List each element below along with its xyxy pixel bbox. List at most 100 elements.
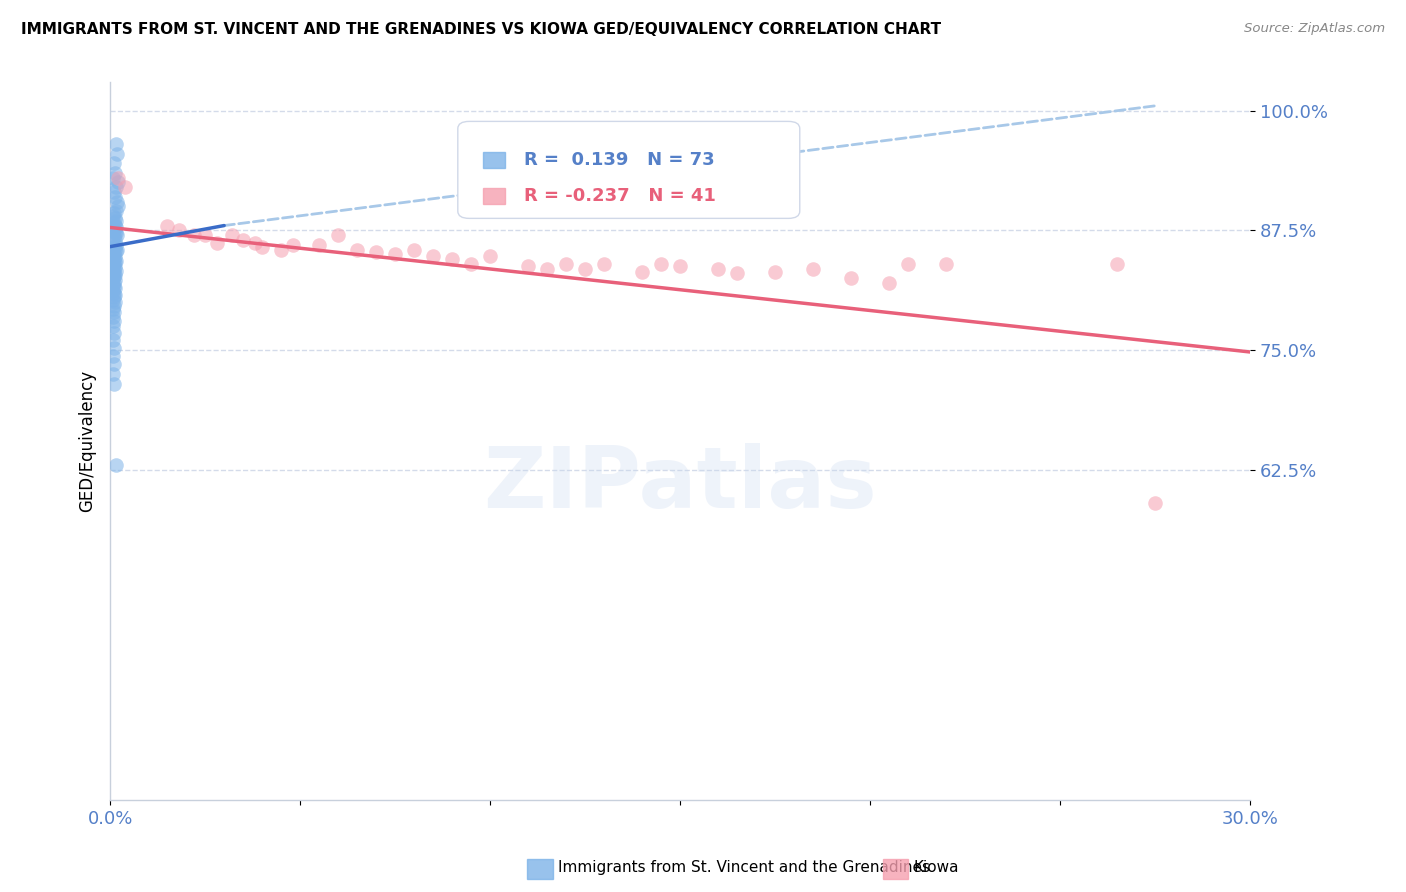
- Point: [103, 314, 125, 328]
- Point: [103, 319, 125, 334]
- Text: Kiowa: Kiowa: [914, 861, 959, 875]
- Point: [103, 290, 125, 304]
- Text: Immigrants from St. Vincent and the Grenadines: Immigrants from St. Vincent and the Gren…: [558, 861, 931, 875]
- Point: [384, 247, 406, 261]
- Point: [104, 219, 127, 233]
- Point: [517, 259, 540, 273]
- Point: [103, 185, 125, 199]
- Point: [250, 239, 273, 253]
- Point: [107, 170, 129, 185]
- Point: [104, 244, 127, 259]
- Point: [669, 259, 692, 273]
- Point: [105, 146, 128, 161]
- Point: [574, 261, 596, 276]
- FancyBboxPatch shape: [458, 121, 800, 219]
- Point: [103, 276, 125, 290]
- Point: [103, 156, 125, 170]
- Point: [205, 235, 228, 250]
- Point: [103, 209, 125, 223]
- Point: [103, 285, 125, 300]
- Point: [232, 233, 254, 247]
- Point: [103, 261, 125, 276]
- Point: [281, 237, 304, 252]
- Point: [114, 180, 136, 194]
- Point: [103, 367, 125, 381]
- Point: [763, 264, 786, 278]
- Bar: [482, 188, 506, 204]
- Point: [103, 206, 125, 220]
- Point: [104, 214, 127, 228]
- Point: [103, 259, 125, 273]
- Point: [593, 257, 616, 271]
- Point: [103, 223, 125, 237]
- Point: [103, 301, 125, 316]
- Point: [104, 255, 127, 269]
- Point: [104, 268, 127, 283]
- Point: [536, 261, 558, 276]
- Point: [105, 228, 128, 243]
- Point: [460, 257, 482, 271]
- Point: [103, 235, 125, 249]
- Point: [105, 194, 128, 209]
- Point: [104, 180, 127, 194]
- Point: [103, 280, 125, 294]
- Point: [1143, 496, 1166, 510]
- Point: [441, 252, 464, 266]
- Point: [103, 252, 125, 266]
- Point: [103, 341, 125, 355]
- Point: [183, 228, 205, 243]
- Text: R =  0.139   N = 73: R = 0.139 N = 73: [524, 151, 714, 169]
- Point: [707, 261, 730, 276]
- Point: [103, 293, 125, 308]
- Point: [104, 190, 127, 204]
- Point: [103, 271, 125, 285]
- Point: [103, 247, 125, 261]
- Point: [897, 257, 920, 271]
- Point: [1105, 257, 1128, 271]
- Point: [103, 310, 125, 324]
- Point: [104, 254, 127, 268]
- Point: [308, 237, 330, 252]
- Point: [107, 199, 129, 213]
- Point: [103, 305, 125, 319]
- Text: ZIPatlas: ZIPatlas: [484, 442, 877, 525]
- Point: [103, 376, 125, 391]
- Point: [631, 264, 654, 278]
- Point: [104, 137, 127, 152]
- Point: [104, 225, 127, 239]
- Point: [103, 249, 125, 263]
- Point: [104, 295, 127, 310]
- Point: [326, 228, 349, 243]
- Point: [104, 281, 127, 295]
- Point: [104, 263, 127, 277]
- Point: [103, 277, 125, 292]
- Text: R = -0.237   N = 41: R = -0.237 N = 41: [524, 187, 716, 205]
- Point: [104, 204, 127, 219]
- Point: [194, 228, 217, 243]
- Point: [270, 243, 292, 257]
- Point: [243, 235, 266, 250]
- Point: [103, 284, 125, 298]
- Point: [104, 166, 127, 180]
- Point: [839, 271, 862, 285]
- Point: [104, 220, 127, 235]
- Point: [104, 250, 127, 264]
- Point: [103, 358, 125, 372]
- Point: [103, 170, 125, 185]
- Point: [555, 257, 578, 271]
- Text: IMMIGRANTS FROM ST. VINCENT AND THE GRENADINES VS KIOWA GED/EQUIVALENCY CORRELAT: IMMIGRANTS FROM ST. VINCENT AND THE GREN…: [21, 22, 941, 37]
- Point: [877, 276, 900, 290]
- Bar: [482, 152, 506, 168]
- Point: [104, 233, 127, 247]
- Point: [167, 223, 190, 237]
- Point: [725, 267, 748, 281]
- Point: [479, 249, 502, 263]
- Point: [404, 243, 426, 257]
- Point: [366, 245, 388, 260]
- Point: [105, 243, 128, 257]
- Point: [103, 216, 125, 230]
- Point: [103, 349, 125, 363]
- Point: [103, 267, 125, 281]
- Point: [104, 211, 127, 225]
- Point: [104, 260, 127, 274]
